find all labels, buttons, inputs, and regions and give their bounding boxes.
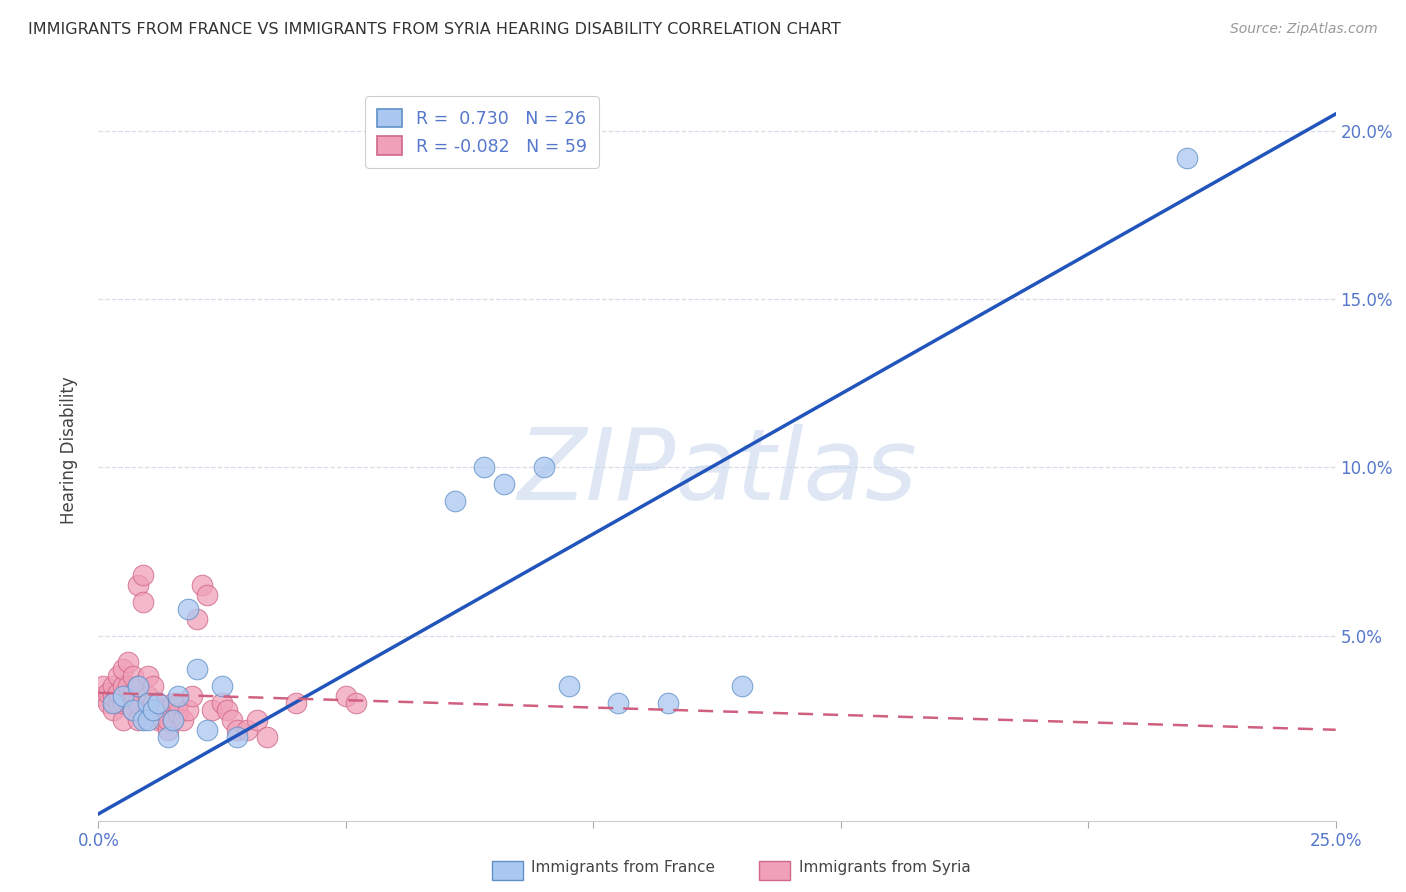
Point xyxy=(226,730,249,744)
Point xyxy=(136,689,159,703)
Point xyxy=(132,713,155,727)
Text: Source: ZipAtlas.com: Source: ZipAtlas.com xyxy=(1230,22,1378,37)
Point xyxy=(122,703,145,717)
Point xyxy=(122,669,145,683)
Point xyxy=(166,696,188,710)
Point xyxy=(112,662,135,676)
Point xyxy=(731,679,754,693)
Point xyxy=(142,703,165,717)
Point xyxy=(156,723,179,737)
Point xyxy=(112,689,135,703)
Point xyxy=(107,686,129,700)
Point xyxy=(103,679,125,693)
Point xyxy=(246,713,269,727)
Point xyxy=(142,679,165,693)
Point xyxy=(335,689,357,703)
Point xyxy=(107,669,129,683)
Point xyxy=(217,703,239,717)
Point xyxy=(186,612,208,626)
Point xyxy=(93,679,115,693)
Text: Immigrants from France: Immigrants from France xyxy=(531,861,716,875)
Point xyxy=(166,689,188,703)
Point xyxy=(103,689,125,703)
Point xyxy=(211,696,233,710)
Point xyxy=(127,696,149,710)
Point xyxy=(166,706,188,720)
Point xyxy=(146,713,169,727)
Point xyxy=(127,578,149,592)
Point xyxy=(607,696,630,710)
Point xyxy=(256,730,278,744)
Point xyxy=(195,588,218,602)
Point xyxy=(152,713,174,727)
Point xyxy=(162,713,184,727)
Point xyxy=(176,703,198,717)
Point xyxy=(136,703,159,717)
Point xyxy=(236,723,259,737)
Point xyxy=(112,696,135,710)
Point xyxy=(136,713,159,727)
Point xyxy=(344,696,367,710)
Point xyxy=(1175,151,1198,165)
Point xyxy=(285,696,308,710)
Point xyxy=(117,679,139,693)
Point xyxy=(152,703,174,717)
Point xyxy=(132,568,155,582)
Point xyxy=(162,713,184,727)
Point xyxy=(103,703,125,717)
Point xyxy=(117,696,139,710)
Point xyxy=(97,686,120,700)
Point xyxy=(162,696,184,710)
Point xyxy=(474,460,496,475)
Point xyxy=(117,656,139,670)
Point xyxy=(112,713,135,727)
Point xyxy=(156,730,179,744)
Point xyxy=(132,595,155,609)
Point xyxy=(533,460,555,475)
Point xyxy=(136,696,159,710)
Text: Immigrants from Syria: Immigrants from Syria xyxy=(799,861,970,875)
Point xyxy=(156,713,179,727)
Point xyxy=(557,679,579,693)
Point xyxy=(136,669,159,683)
Point xyxy=(127,679,149,693)
Point xyxy=(191,578,214,592)
Point xyxy=(127,713,149,727)
Point xyxy=(103,696,125,710)
Point xyxy=(93,689,115,703)
Point xyxy=(176,601,198,615)
Y-axis label: Hearing Disability: Hearing Disability xyxy=(59,376,77,524)
Point xyxy=(122,703,145,717)
Point xyxy=(107,696,129,710)
Point xyxy=(142,696,165,710)
Point xyxy=(122,686,145,700)
Point xyxy=(443,494,465,508)
Point xyxy=(181,689,204,703)
Point xyxy=(201,703,224,717)
Point xyxy=(186,662,208,676)
Point xyxy=(211,679,233,693)
Text: ZIPatlas: ZIPatlas xyxy=(517,425,917,521)
Point xyxy=(146,696,169,710)
Point xyxy=(494,477,516,491)
Point xyxy=(142,703,165,717)
Text: IMMIGRANTS FROM FRANCE VS IMMIGRANTS FROM SYRIA HEARING DISABILITY CORRELATION C: IMMIGRANTS FROM FRANCE VS IMMIGRANTS FRO… xyxy=(28,22,841,37)
Point xyxy=(112,679,135,693)
Point xyxy=(146,696,169,710)
Point xyxy=(221,713,243,727)
Point xyxy=(127,679,149,693)
Point xyxy=(172,713,194,727)
Legend: R =  0.730   N = 26, R = -0.082   N = 59: R = 0.730 N = 26, R = -0.082 N = 59 xyxy=(366,96,599,168)
Point xyxy=(97,696,120,710)
Point xyxy=(226,723,249,737)
Point xyxy=(195,723,218,737)
Point xyxy=(657,696,679,710)
